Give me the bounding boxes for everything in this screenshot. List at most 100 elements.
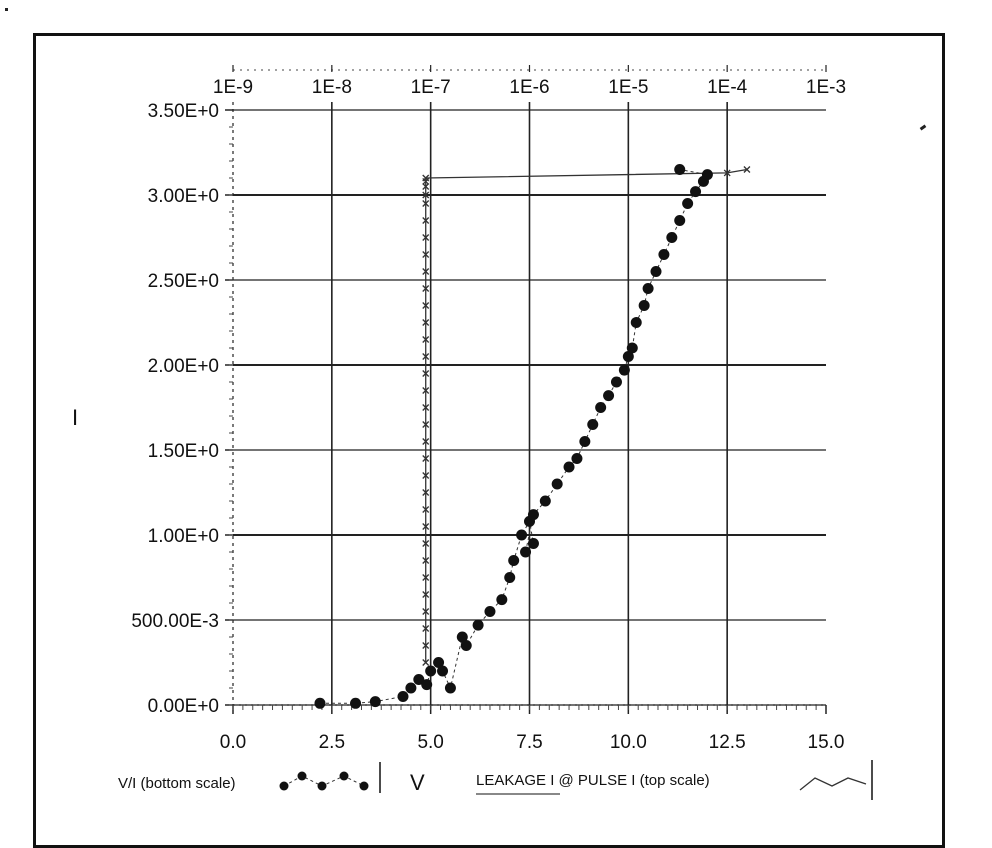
leakage-marker: [422, 217, 430, 224]
leakage-marker: [422, 642, 430, 649]
vi-point: [690, 186, 702, 198]
leakage-marker-stroke: [422, 642, 430, 649]
y-tick-label: 3.00E+0: [148, 186, 219, 207]
left-axis: 0.00E+0 500.00E-3 1.00E+0 1.50E+0 2.00E+0 2.5…: [131, 101, 234, 717]
vi-point: [650, 266, 662, 277]
leakage-marker-stroke: [422, 608, 430, 615]
vi-point: [626, 342, 638, 354]
x-top-tick-label: 1E-8: [312, 77, 352, 98]
x-top-tick-label: 1E-3: [806, 77, 846, 98]
vi-point: [437, 665, 449, 677]
leakage-marker: [422, 183, 430, 190]
leakage-marker: [422, 472, 430, 479]
leakage-marker: [422, 285, 430, 292]
vi-point: [674, 164, 686, 175]
vi-point: [579, 436, 591, 447]
leakage-marker: [723, 169, 731, 177]
leakage-marker-stroke: [422, 200, 430, 207]
legend-vi-point: [279, 781, 289, 791]
leakage-marker-stroke: [422, 183, 430, 190]
vi-point: [484, 606, 496, 617]
vi-point: [413, 674, 425, 685]
legend-swatch-vi: [279, 771, 369, 791]
legend-leakage-line: [799, 777, 867, 791]
y-axis-label: I: [72, 405, 78, 430]
y-tick-label: 1.00E+0: [148, 526, 219, 547]
vi-point: [496, 594, 508, 606]
leakage-marker-stroke: [422, 174, 430, 182]
legend-label-leakage: LEAKAGE I @ PULSE I (top scale): [476, 772, 710, 789]
legend-vi-point: [359, 781, 369, 791]
leakage-marker-stroke: [422, 472, 430, 479]
vi-point: [516, 529, 528, 541]
vi-point: [638, 300, 650, 311]
y-tick-label: 1.50E+0: [148, 441, 219, 462]
leakage-marker-stroke: [422, 540, 430, 547]
x-bottom-tick-label: 10.0: [610, 732, 647, 753]
vi-point: [421, 679, 433, 691]
leakage-marker: [422, 591, 430, 598]
leakage-marker-stroke: [422, 506, 430, 513]
x-top-tick-label: 1E-6: [509, 77, 549, 98]
leakage-marker: [743, 166, 751, 173]
legend-swatch-leakage: [799, 777, 867, 791]
vi-point: [622, 351, 634, 362]
leakage-marker: [422, 370, 430, 377]
leakage-marker: [422, 523, 430, 530]
leakage-marker-stroke: [422, 574, 430, 581]
vi-point: [350, 697, 362, 709]
vi-point: [456, 631, 468, 643]
x-bottom-tick-label: 12.5: [709, 732, 746, 753]
vi-point: [642, 283, 654, 294]
leakage-marker-stroke: [422, 455, 430, 462]
leakage-marker: [422, 455, 430, 462]
legend-vi-point: [297, 771, 307, 781]
vi-line: [319, 169, 709, 704]
series-vi: [314, 164, 713, 709]
vi-point: [433, 657, 445, 668]
leakage-marker: [422, 421, 430, 428]
leakage-marker: [422, 319, 430, 326]
vi-point: [508, 555, 520, 566]
vi-point: [571, 453, 583, 464]
leakage-marker-stroke: [422, 404, 430, 411]
leakage-marker: [422, 234, 430, 241]
vi-point: [587, 419, 599, 430]
leakage-marker-stroke: [422, 336, 430, 343]
vi-point: [405, 682, 417, 694]
vi-point: [666, 232, 678, 243]
vi-point: [460, 640, 472, 651]
x-bottom-tick-label: 0.0: [220, 732, 246, 753]
leakage-marker: [422, 174, 430, 182]
y-tick-label: 2.00E+0: [148, 356, 219, 377]
leakage-marker-stroke: [422, 557, 430, 564]
leakage-marker: [422, 387, 430, 394]
leakage-marker-stroke: [422, 191, 430, 199]
vi-point: [527, 538, 539, 549]
x-bottom-tick-label: 7.5: [516, 732, 542, 753]
x-bottom-tick-label: 5.0: [417, 732, 443, 753]
leakage-marker-stroke: [422, 319, 430, 326]
leakage-marker: [422, 557, 430, 564]
leakage-marker: [422, 404, 430, 411]
y-tick-label: 2.50E+0: [148, 271, 219, 292]
vi-point: [425, 665, 437, 677]
leakage-marker: [422, 540, 430, 547]
x-bottom-tick-label: 2.5: [319, 732, 345, 753]
leakage-marker-stroke: [422, 523, 430, 530]
vi-point: [527, 509, 539, 521]
leakage-marker-stroke: [422, 387, 430, 394]
leakage-marker-stroke: [422, 659, 430, 666]
y-tick-label: 3.50E+0: [148, 101, 219, 122]
legend-vi-point: [339, 771, 349, 781]
vi-point: [314, 697, 326, 709]
vi-point: [630, 317, 642, 328]
vi-point: [520, 546, 532, 558]
vi-point: [563, 461, 575, 473]
leakage-marker: [422, 302, 430, 309]
leakage-marker: [422, 574, 430, 581]
leakage-marker: [422, 336, 430, 343]
leakage-marker: [422, 659, 430, 666]
leakage-marker-stroke: [422, 268, 430, 275]
